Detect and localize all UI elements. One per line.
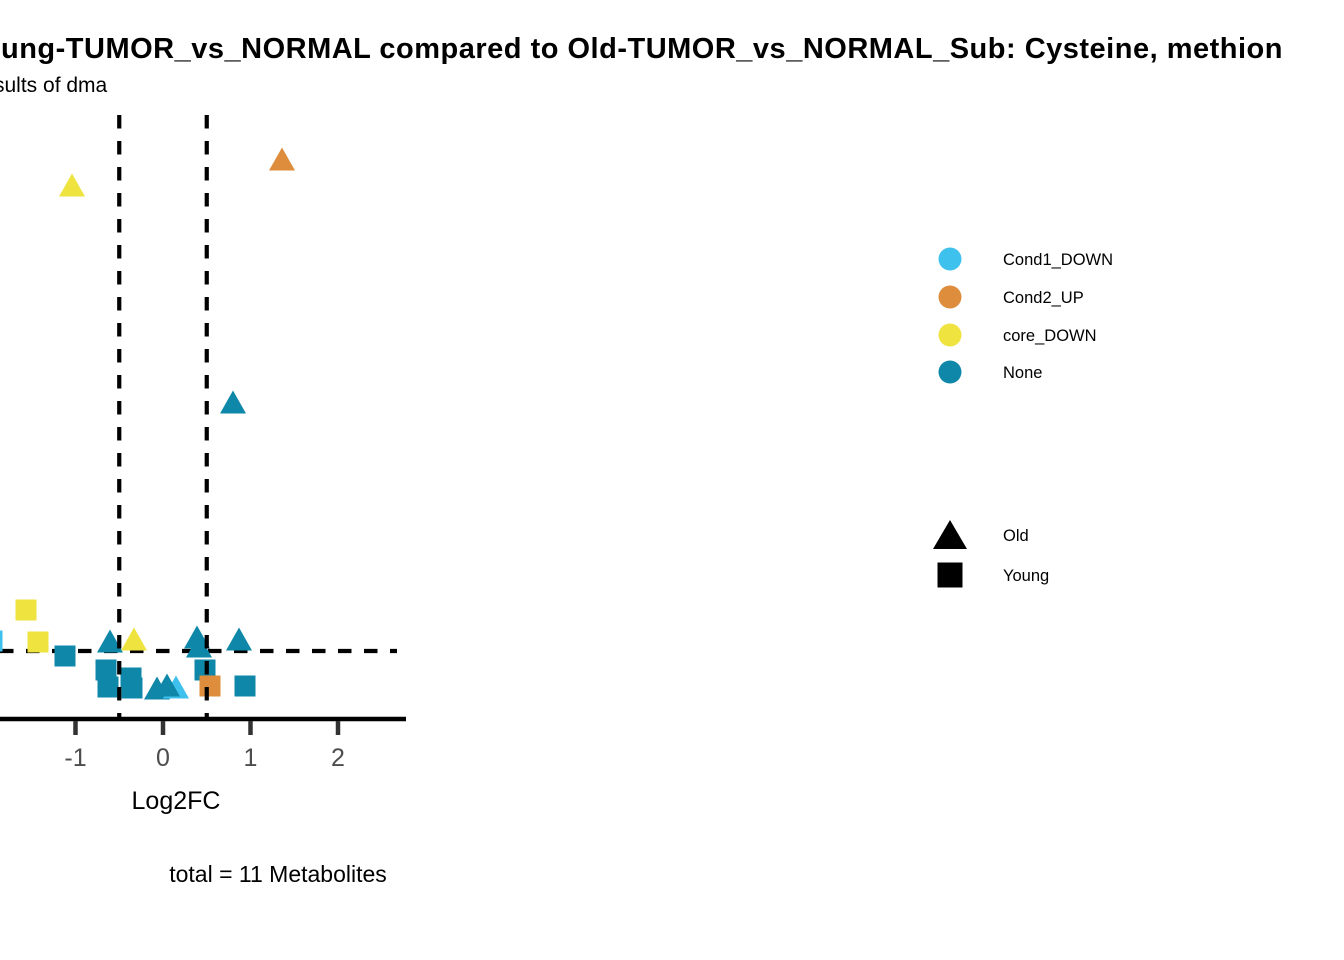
legend-circle-swatch-icon (938, 360, 962, 384)
data-point-square-core_DOWN (15, 599, 37, 621)
data-point-triangle-None (186, 634, 212, 658)
data-point-square-Cond2_UP (199, 675, 221, 697)
legend-young-square-icon (937, 562, 963, 588)
data-point-square-core_DOWN (27, 631, 49, 653)
legend-shape-label: Old (1003, 527, 1029, 545)
x-tick-label: -1 (64, 744, 86, 772)
legend-color-label: None (1003, 364, 1042, 382)
data-point-square-None (95, 659, 117, 681)
data-point-triangle-None (226, 627, 252, 651)
plot-subtitle: sults of dma (0, 74, 108, 97)
data-point-triangle-None (220, 390, 246, 414)
data-point-square-Cond1_DOWN (0, 630, 3, 652)
data-point-triangle-None (154, 673, 180, 697)
legend-color-label: core_DOWN (1003, 327, 1097, 345)
x-tick-label: 2 (331, 744, 345, 772)
legend-circle-swatch-icon (938, 323, 962, 347)
legend-old-triangle-icon (933, 520, 967, 549)
data-point-square-None (97, 676, 119, 698)
data-point-square-None (234, 675, 256, 697)
plot-title: ung-TUMOR_vs_NORMAL compared to Old-TUMO… (1, 33, 1283, 65)
x-tick-label: 0 (156, 744, 170, 772)
data-point-triangle-core_DOWN (121, 627, 147, 651)
data-point-triangle-None (97, 629, 123, 653)
legend-circle-swatch-icon (938, 247, 962, 271)
data-point-square-None (54, 645, 76, 667)
x-tick-label: 1 (244, 744, 258, 772)
data-point-square-None (121, 677, 143, 699)
data-point-triangle-Cond2_UP (269, 147, 295, 171)
x-axis-title: Log2FC (131, 787, 221, 815)
legend-circle-swatch-icon (938, 285, 962, 309)
caption-total-metabolites: total = 11 Metabolites (169, 861, 387, 887)
legend-color-label: Cond1_DOWN (1003, 251, 1113, 269)
data-point-triangle-core_DOWN (59, 173, 85, 197)
legend-shape-label: Young (1003, 567, 1049, 585)
legend-color-label: Cond2_UP (1003, 289, 1084, 307)
